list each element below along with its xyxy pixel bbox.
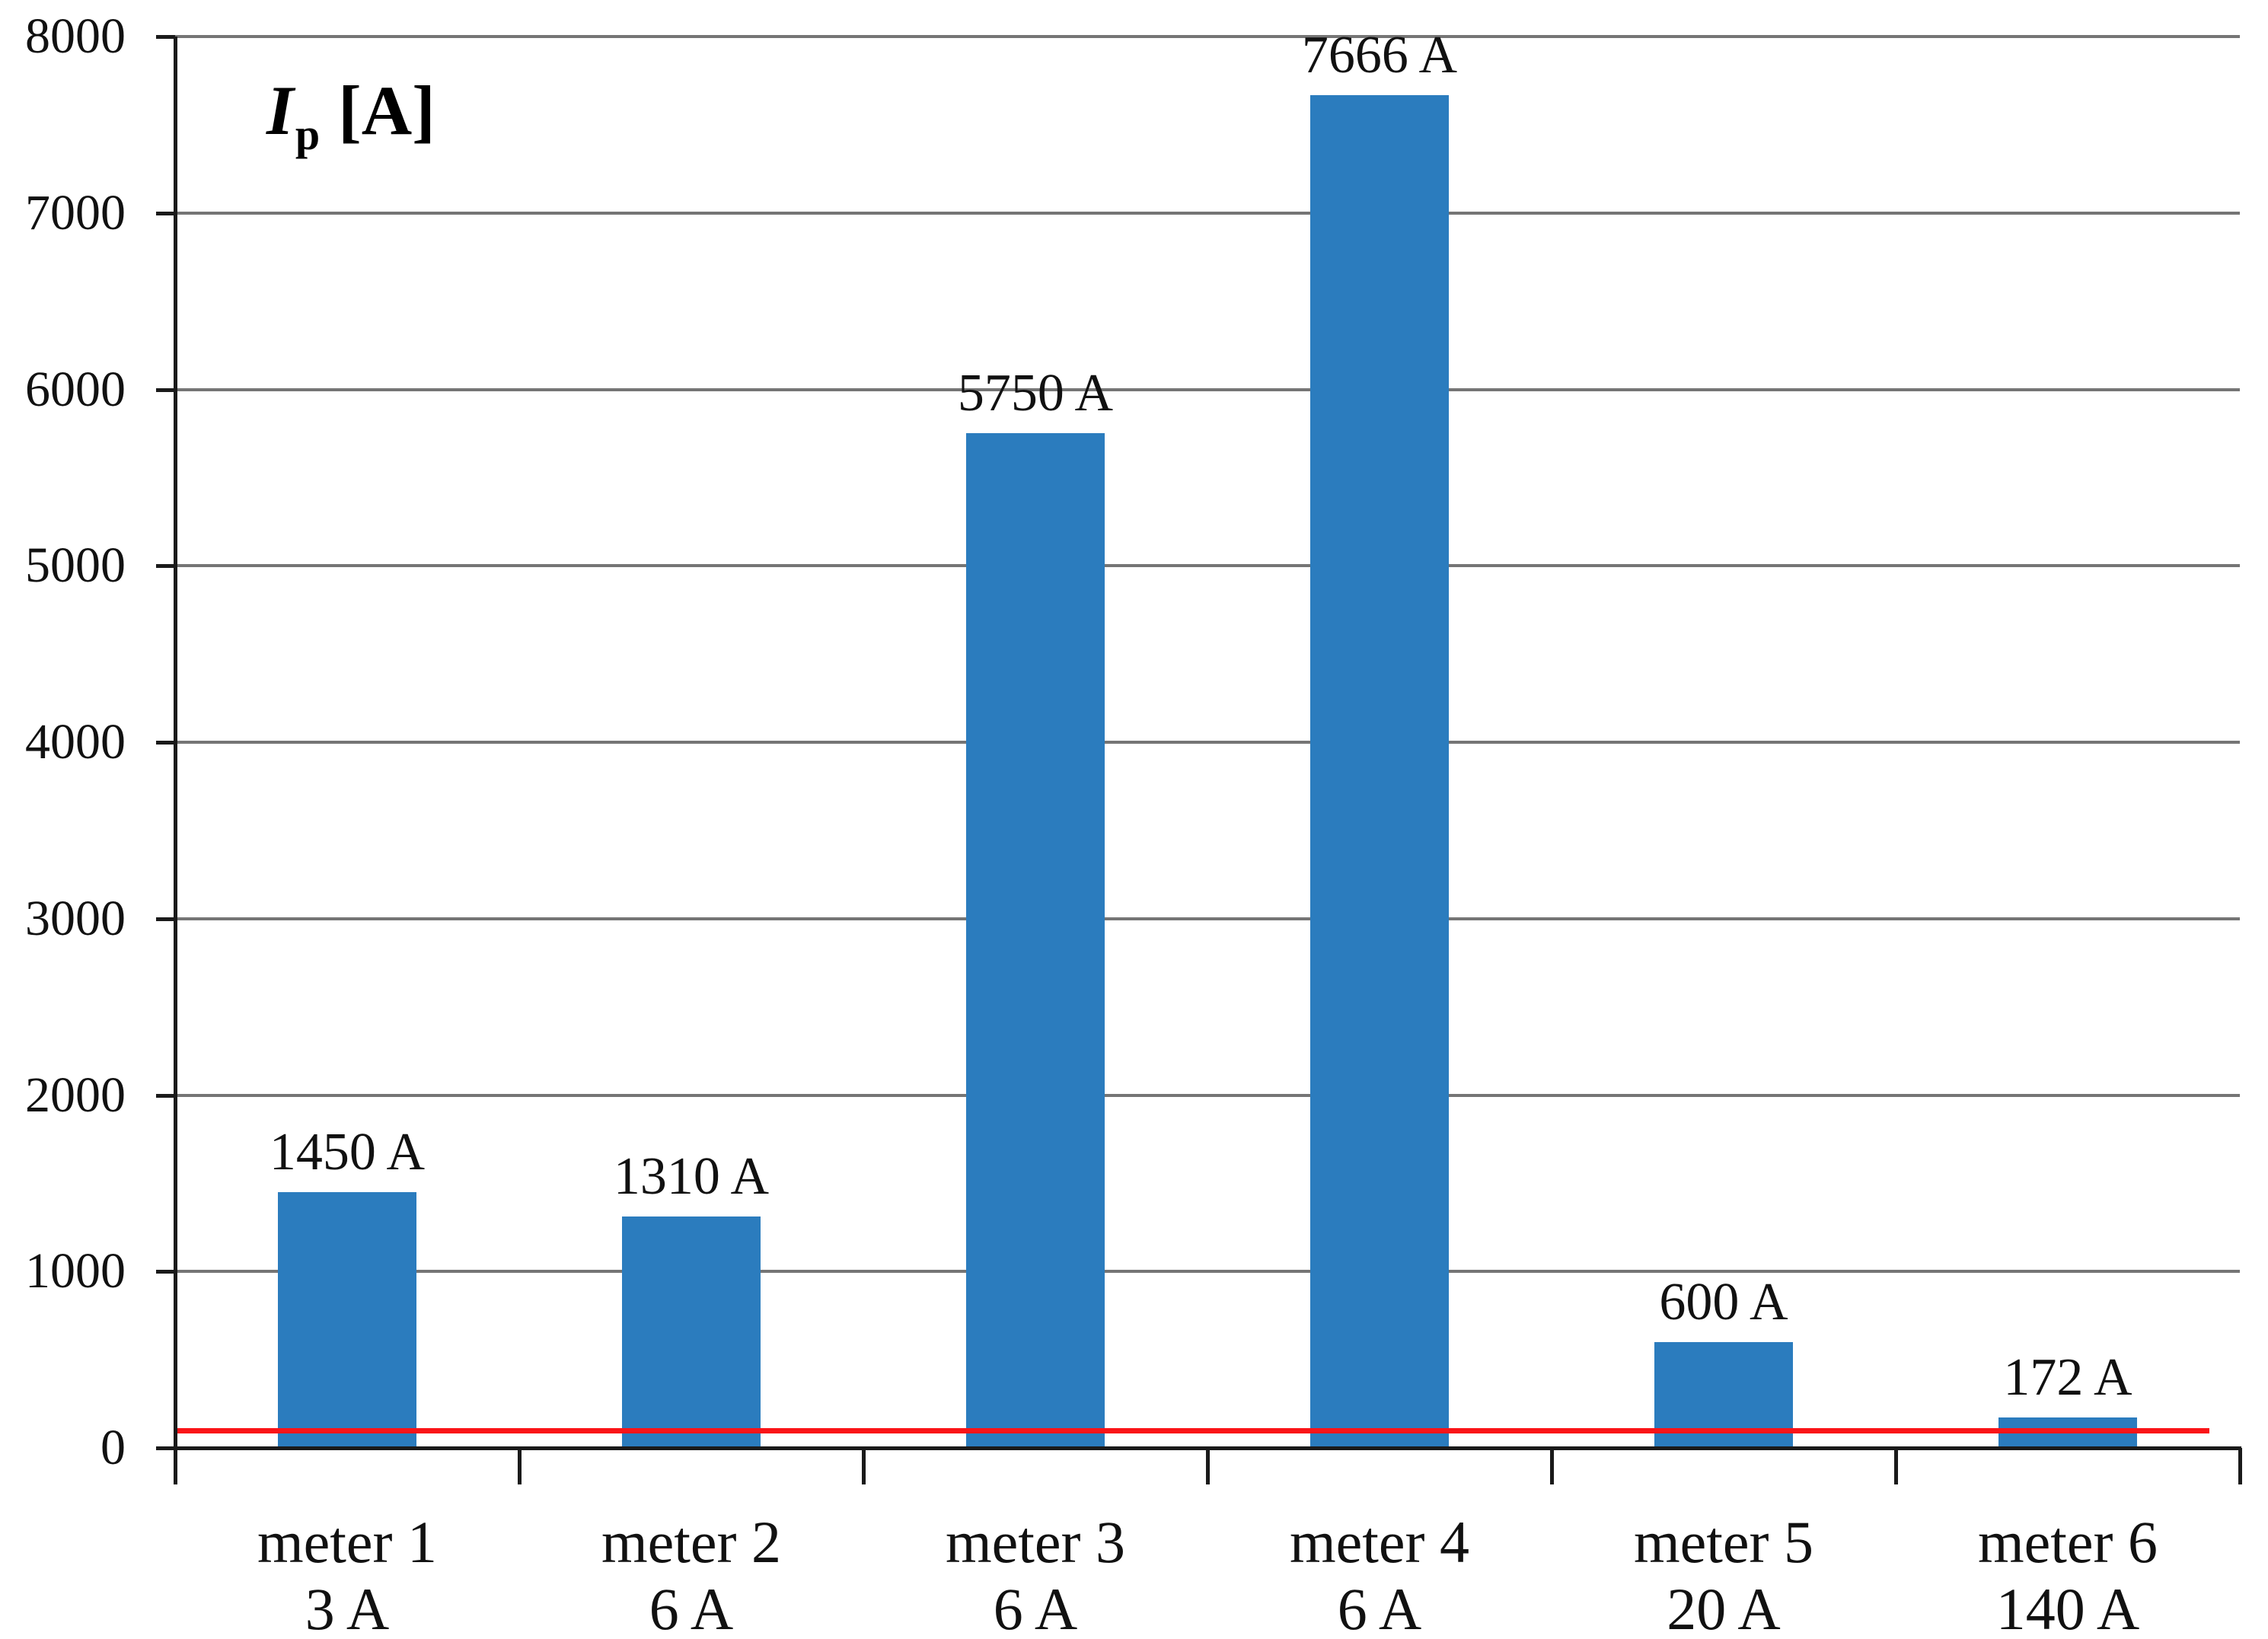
- category-name: meter 1: [257, 1509, 438, 1575]
- y-axis-title: Ip [A]: [266, 70, 435, 160]
- y-axis-tick: [156, 741, 175, 745]
- y-axis-tick: [156, 917, 175, 921]
- gridline: [175, 741, 2240, 744]
- bar-value-label: 5750 A: [957, 364, 1114, 423]
- bar-value-label: 172 A: [2003, 1348, 2132, 1408]
- bar: [622, 1216, 761, 1448]
- x-axis-tick: [1894, 1448, 1898, 1484]
- bar-value-label: 7666 A: [1301, 26, 1458, 85]
- gridline: [175, 564, 2240, 568]
- category-label: meter 6 140 A: [1896, 1509, 2240, 1639]
- gridline: [175, 1093, 2240, 1097]
- category-name: meter 2: [601, 1509, 782, 1575]
- gridline: [175, 1270, 2240, 1274]
- y-tick-label: 2000: [25, 1067, 126, 1123]
- bar-value-label: 600 A: [1659, 1272, 1788, 1331]
- y-tick-label: 3000: [25, 890, 126, 946]
- y-tick-label: 5000: [25, 537, 126, 594]
- category-name: meter 5: [1633, 1509, 1814, 1575]
- y-axis-tick: [156, 387, 175, 392]
- category-rating: 6 A: [1337, 1576, 1422, 1639]
- bar-value-label: 1310 A: [613, 1147, 770, 1207]
- category-rating: 20 A: [1667, 1576, 1781, 1639]
- y-tick-label: 6000: [25, 361, 126, 417]
- gridline: [175, 387, 2240, 391]
- x-axis-tick: [862, 1448, 866, 1484]
- y-axis-line: [174, 37, 177, 1484]
- y-tick-label: 1000: [25, 1243, 126, 1299]
- y-axis-tick: [156, 1446, 175, 1450]
- gridline: [175, 35, 2240, 38]
- y-axis-tick: [156, 1093, 175, 1098]
- category-name: meter 3: [945, 1509, 1126, 1575]
- limit-line: [175, 1427, 2209, 1433]
- category-rating: 140 A: [1995, 1576, 2140, 1639]
- category-rating: 6 A: [993, 1576, 1078, 1639]
- axis-title-unit: [A]: [338, 72, 435, 149]
- y-axis-tick: [156, 564, 175, 569]
- category-rating: 3 A: [305, 1576, 390, 1639]
- y-tick-label: 7000: [25, 184, 126, 241]
- x-axis-tick: [518, 1448, 522, 1484]
- gridline: [175, 211, 2240, 215]
- category-name: meter 4: [1289, 1509, 1470, 1575]
- x-axis-tick: [174, 1448, 177, 1484]
- category-name: meter 6: [1977, 1509, 2158, 1575]
- bar: [278, 1191, 416, 1448]
- bar: [1310, 95, 1449, 1448]
- bar: [966, 433, 1105, 1448]
- y-tick-label: 8000: [25, 8, 126, 64]
- gridline: [175, 917, 2240, 920]
- x-axis-tick: [1206, 1448, 1210, 1484]
- y-tick-label: 4000: [25, 714, 126, 770]
- y-axis-tick: [156, 1270, 175, 1274]
- category-label: meter 5 20 A: [1552, 1509, 1896, 1639]
- category-rating: 6 A: [649, 1576, 734, 1639]
- x-axis-tick: [2238, 1448, 2242, 1484]
- x-axis-tick: [1550, 1448, 1554, 1484]
- axis-title-subscript: p: [295, 110, 321, 159]
- bar-value-label: 1450 A: [269, 1122, 426, 1181]
- y-axis-tick: [156, 35, 175, 39]
- axis-title-symbol: I: [266, 72, 294, 149]
- y-tick-label: 0: [100, 1420, 126, 1475]
- y-axis-tick: [156, 211, 175, 215]
